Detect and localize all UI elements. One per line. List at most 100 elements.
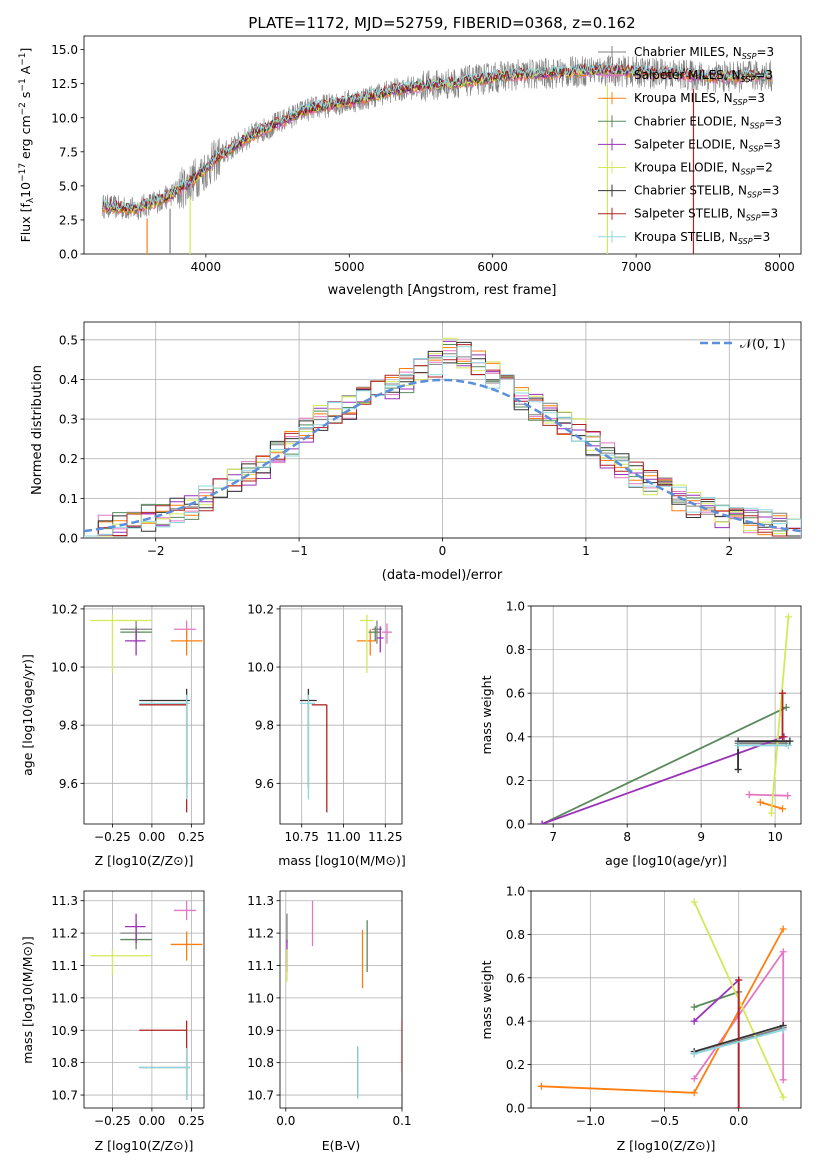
chart-1: −2 −1 0 1 2 0.0 0.1 0.2 0.3 0.4 0.5 𝒩(0, 1) (data-mo… — [30, 321, 802, 583]
series-marker — [690, 1075, 698, 1083]
legend-label-sub: SSP — [742, 52, 757, 61]
data-point — [381, 623, 392, 644]
legend-label: Salpeter MILES, NSSP=3 — [634, 68, 773, 84]
y-axis-label-part: 10 — [18, 182, 33, 198]
data-point — [125, 913, 146, 943]
series-marker — [779, 805, 787, 813]
series-marker — [786, 737, 794, 745]
series-line-2 — [541, 928, 784, 1094]
data-point — [300, 694, 316, 800]
series-marker — [779, 1026, 787, 1034]
x-tick-label: 5000 — [334, 260, 365, 274]
y-tick-label: 0.5 — [59, 333, 78, 347]
chart-0: 4000 5000 6000 7000 8000 0.0 2.5 5.0 7.5 10.0 12.5… — [18, 35, 802, 298]
y-tick-label: 1.0 — [506, 600, 525, 614]
x-tick-label: 7 — [549, 830, 557, 844]
y-tick-label: 10.9 — [247, 1024, 274, 1038]
y-tick-label: 11.3 — [51, 894, 78, 908]
y-tick-label: 11.1 — [247, 959, 274, 973]
y-tick-label: 11.2 — [247, 927, 274, 941]
y-tick-label: 10.7 — [51, 1089, 78, 1103]
chart-7: −1.0 −0.5 0.0 0.0 0.2 0.4 0.6 0.8 1.0 Z [log10(Z/… — [479, 885, 802, 1153]
x-tick-label: −2 — [147, 544, 165, 558]
y-tick-label: 7.5 — [59, 145, 78, 159]
series-marker — [690, 1089, 698, 1097]
y-tick-label: 0.6 — [506, 971, 525, 985]
data-point — [90, 614, 152, 673]
series-line-4 — [541, 735, 785, 824]
x-axis-label: mass [log10(M/M⊙)] — [278, 853, 406, 868]
legend-label-name: Chabrier MILES, N — [634, 45, 742, 59]
axes-frame — [530, 890, 802, 1109]
y-axis-label-part: A — [18, 65, 33, 78]
x-axis-label: Z [log10(Z/Z⊙)] — [95, 853, 194, 868]
plot-area — [90, 614, 203, 813]
x-tick-label: −1 — [290, 544, 308, 558]
data-point — [360, 614, 374, 673]
histogram-8 — [84, 346, 801, 538]
y-tick-label: 10.0 — [247, 661, 274, 675]
series-marker — [782, 703, 790, 711]
normal-legend-label: 𝒩(0, 1) — [740, 336, 786, 351]
y-tick-label: 15.0 — [51, 43, 78, 57]
x-tick-label: 10.75 — [285, 830, 319, 844]
series-marker — [779, 925, 787, 933]
x-axis-label: Z [log10(Z/Z⊙)] — [617, 1138, 716, 1153]
y-tick-label: 0.6 — [506, 687, 525, 701]
legend-label-name: Salpeter MILES, N — [634, 68, 741, 82]
series-marker — [690, 1050, 698, 1058]
x-tick-label: 8000 — [764, 260, 795, 274]
legend-label: Kroupa MILES, NSSP=3 — [634, 91, 765, 107]
chart-3: 10.75 11.00 11.25 9.6 9.8 10.0 10.2 mass [log10… — [247, 602, 406, 868]
legend-label: Kroupa ELODIE, NSSP=2 — [634, 161, 773, 177]
series-marker — [734, 766, 742, 773]
y-axis-label-part: ] — [18, 48, 33, 53]
y-axis-label-part: −2 — [18, 102, 28, 115]
legend-label: Chabrier STELIB, NSSP=3 — [634, 184, 779, 200]
x-tick-label: −1.0 — [576, 1114, 605, 1128]
data-point — [368, 626, 381, 641]
y-tick-label: 9.6 — [59, 777, 78, 791]
legend-label-value: =3 — [747, 91, 765, 105]
legend-label-value: =3 — [753, 230, 771, 244]
legend-label: Chabrier MILES, NSSP=3 — [634, 45, 774, 61]
series-marker — [784, 742, 792, 750]
legend-label-name: Kroupa STELIB, N — [634, 230, 738, 244]
x-tick-label: 0.0 — [729, 1114, 748, 1128]
plot-area — [537, 898, 787, 1108]
legend-label-name: Kroupa MILES, N — [634, 91, 733, 105]
plot-area — [538, 613, 794, 824]
series-marker — [745, 791, 753, 799]
series-line-1 — [749, 793, 788, 797]
legend-label-sub: SSP — [738, 237, 753, 246]
legend-label-value: =2 — [755, 161, 773, 175]
x-tick-label: −0.25 — [94, 830, 131, 844]
legend-label-name: Salpeter STELIB, N — [634, 207, 746, 221]
y-tick-label: 0.0 — [506, 818, 525, 832]
data-point — [139, 694, 190, 800]
legend-label-name: Salpeter ELODIE, N — [634, 137, 748, 151]
axes-frame — [530, 605, 802, 825]
spectrum-model-line-8 — [102, 62, 772, 212]
data-point — [376, 626, 384, 653]
legend-label-value: =3 — [763, 137, 781, 151]
x-tick-label: 8 — [623, 830, 631, 844]
axes-frame — [83, 321, 802, 539]
y-tick-label: 0.2 — [506, 1058, 525, 1072]
x-tick-label: 2 — [725, 544, 733, 558]
axes-frame — [83, 605, 205, 825]
legend-label: Kroupa STELIB, NSSP=3 — [634, 230, 770, 246]
y-tick-label: 0.0 — [506, 1102, 525, 1116]
y-axis-label-part: s — [18, 92, 33, 103]
x-tick-label: 7000 — [621, 260, 652, 274]
legend-label-name: Kroupa ELODIE, N — [634, 161, 741, 175]
legend-label: Chabrier ELODIE, NSSP=3 — [634, 114, 782, 130]
y-tick-label: 10.0 — [51, 111, 78, 125]
chart-6: 0.0 0.1 10.7 10.8 10.9 11.0 11.1 11.2 11.3 E(B-V) — [247, 890, 412, 1153]
x-axis-label: age [log10(age/yr)] — [605, 853, 727, 868]
y-tick-label: 0.1 — [59, 492, 78, 506]
legend-label-name: Chabrier STELIB, N — [634, 184, 747, 198]
plot-area — [102, 55, 773, 254]
y-axis-label-part: −1 — [18, 53, 28, 66]
